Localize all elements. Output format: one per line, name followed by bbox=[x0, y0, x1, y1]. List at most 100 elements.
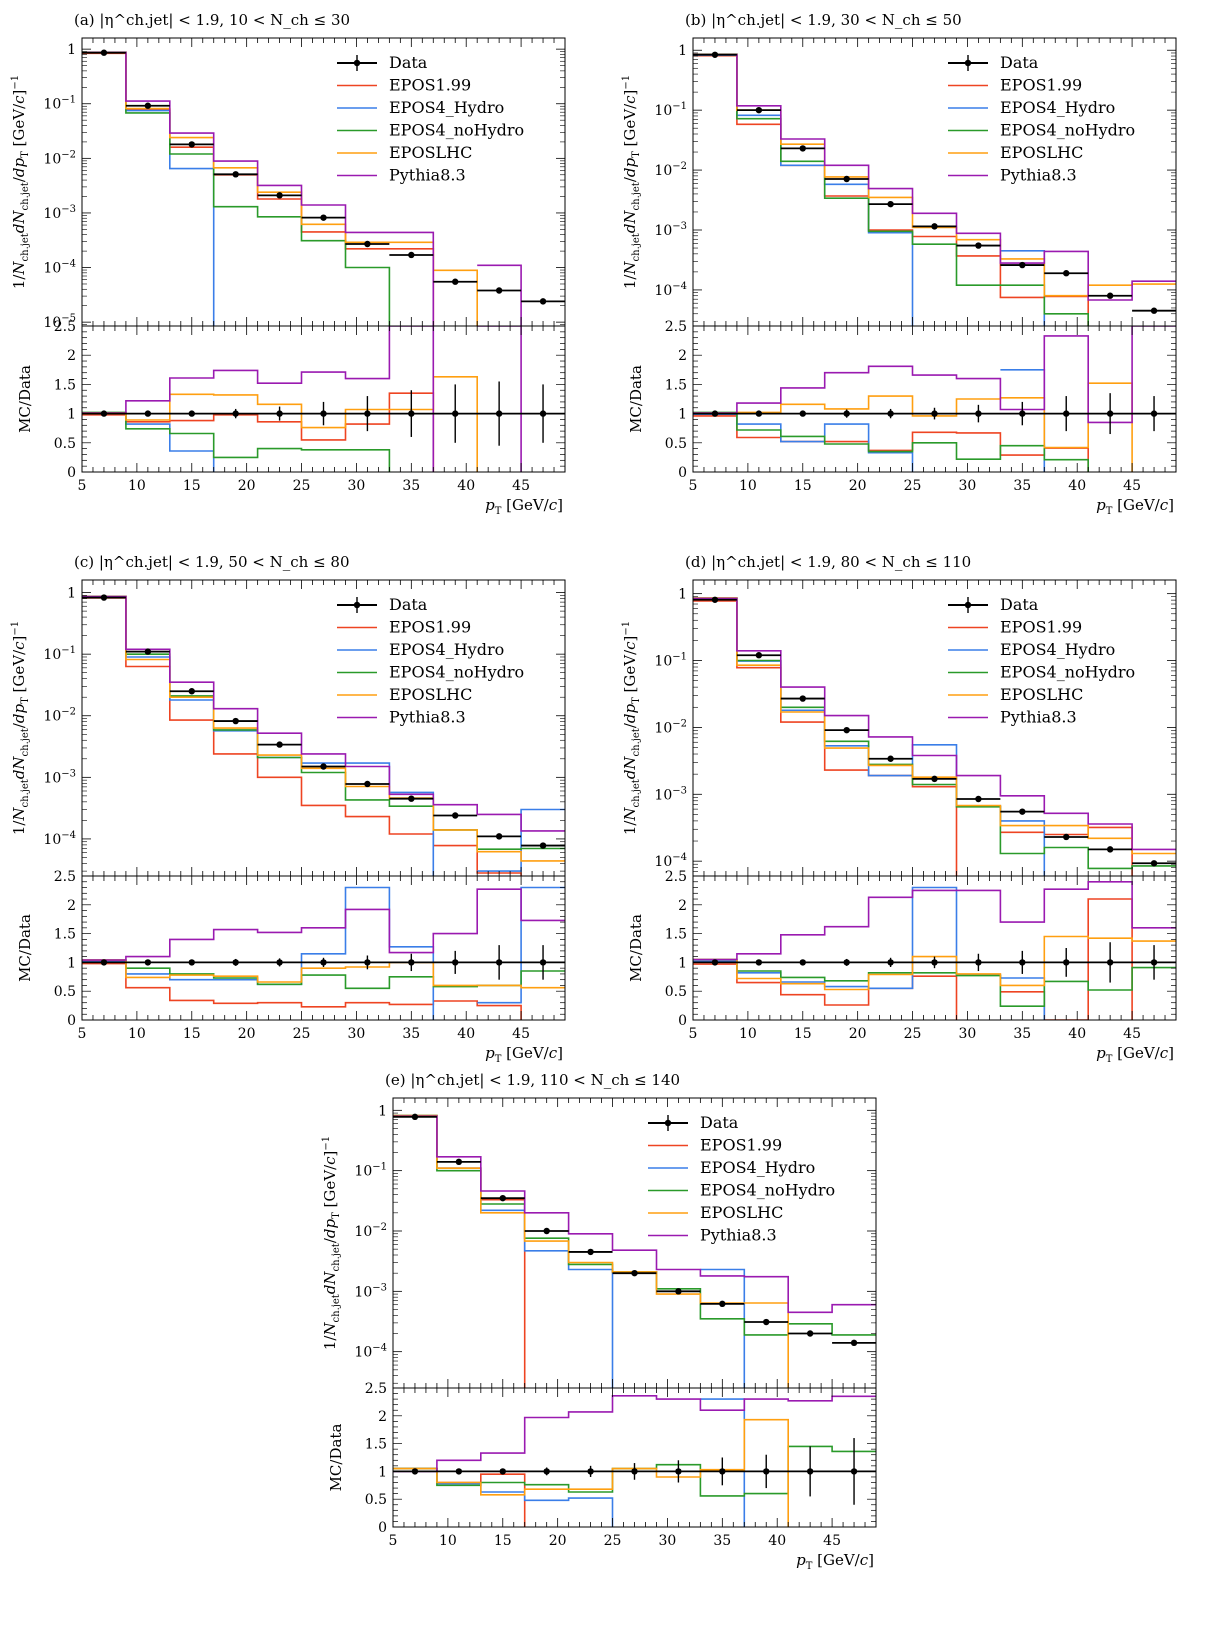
top-histograms bbox=[693, 596, 1176, 876]
ratio-tick-label: 2 bbox=[67, 348, 76, 364]
x-tick-label: 20 bbox=[849, 478, 867, 494]
legend-label: Pythia8.3 bbox=[389, 166, 466, 185]
legend-label: EPOSLHC bbox=[700, 1203, 783, 1222]
legend-label: EPOSLHC bbox=[389, 143, 472, 162]
ratio-axis-label: MC/Data bbox=[16, 365, 34, 433]
data-ratio-point bbox=[975, 959, 982, 966]
data-ratio-point bbox=[495, 959, 503, 966]
data-point bbox=[887, 755, 894, 762]
legend-item-epos1-99: EPOS1.99 bbox=[337, 76, 471, 95]
panel-title: (a) |η^ch.jet| < 1.9, 10 < N_ch ≤ 30 bbox=[74, 11, 350, 29]
ratio-epos4-hydro bbox=[693, 369, 1046, 472]
legend-label: Pythia8.3 bbox=[1000, 166, 1077, 185]
y-tick-label: 1 bbox=[678, 43, 687, 59]
data-point bbox=[455, 1158, 463, 1166]
hist-eposlhc bbox=[693, 53, 1176, 297]
data-point bbox=[843, 726, 850, 734]
data-point bbox=[799, 695, 806, 702]
legend: Data EPOS1.99 EPOS4_Hydro EPOS4_noHydro EPOS… bbox=[337, 595, 524, 727]
data-point bbox=[931, 223, 938, 230]
data-point bbox=[799, 145, 806, 152]
legend-label: EPOSLHC bbox=[389, 685, 472, 704]
ratio-epos4-hydro bbox=[82, 886, 565, 1020]
y-tick-label: 10−2 bbox=[654, 161, 687, 179]
hist-pythia8-3 bbox=[693, 597, 1176, 851]
data-ratio-point bbox=[843, 410, 850, 417]
x-tick-label: 40 bbox=[1068, 478, 1086, 494]
ratio-tick-label: 0 bbox=[678, 1013, 687, 1029]
data-point bbox=[539, 842, 547, 849]
legend-label: Pythia8.3 bbox=[389, 708, 466, 727]
legend-item-eposlhc: EPOSLHC bbox=[948, 143, 1083, 162]
hist-pythia8-3 bbox=[82, 51, 522, 326]
panel-title: (b) |η^ch.jet| < 1.9, 30 < N_ch ≤ 50 bbox=[685, 11, 962, 29]
legend-label: Pythia8.3 bbox=[700, 1226, 777, 1245]
ratio-tick-label: 0.5 bbox=[54, 984, 76, 1000]
legend-item-epos4-hydro: EPOS4_Hydro bbox=[337, 98, 504, 117]
x-tick-label: 45 bbox=[512, 478, 530, 494]
data-point bbox=[232, 171, 239, 178]
data-point bbox=[1150, 860, 1158, 867]
legend-item-epos4-nohydro: EPOS4_noHydro bbox=[948, 663, 1135, 682]
legend-label: EPOS1.99 bbox=[1000, 76, 1082, 95]
ratio-epos4-nohydro bbox=[82, 411, 391, 472]
y-tick-label: 10−1 bbox=[654, 652, 687, 670]
data-ratio-point bbox=[232, 410, 239, 417]
data-point bbox=[1063, 270, 1070, 277]
y-tick-label: 1 bbox=[378, 1103, 387, 1119]
x-tick-label: 20 bbox=[238, 1026, 256, 1042]
data-ratio-point bbox=[499, 1468, 506, 1475]
data-point bbox=[144, 648, 152, 655]
y-axis-label: 1/Nch.jetdNch.jet/dpT [GeV/c]−1 bbox=[621, 75, 642, 289]
data-point bbox=[452, 278, 459, 285]
panel-title: (d) |η^ch.jet| < 1.9, 80 < N_ch ≤ 110 bbox=[685, 553, 971, 571]
top-frame bbox=[81, 579, 566, 877]
data-ratio-point bbox=[763, 1468, 770, 1475]
legend-label: EPOS4_Hydro bbox=[1000, 640, 1115, 659]
data-point bbox=[408, 251, 415, 259]
legend-label: EPOS4_noHydro bbox=[1000, 121, 1135, 140]
legend-item-epos4-nohydro: EPOS4_noHydro bbox=[337, 663, 524, 682]
x-tick-label: 15 bbox=[494, 1533, 512, 1549]
data-ratio-point bbox=[455, 1468, 463, 1475]
data-ratio-point bbox=[887, 410, 894, 417]
data-ratio-point bbox=[276, 410, 283, 417]
ratio-pythia8-3 bbox=[82, 326, 522, 472]
ratio-pythia8-3 bbox=[693, 881, 1176, 961]
data-ratio-point bbox=[188, 410, 195, 417]
y-tick-label: 10−5 bbox=[43, 313, 76, 331]
top-histograms bbox=[393, 1113, 876, 1388]
y-tick-label: 10−2 bbox=[654, 718, 687, 736]
hist-epos1-99 bbox=[693, 54, 1089, 326]
data-ratio-point bbox=[587, 1468, 594, 1475]
ratio-eposlhc bbox=[693, 382, 1133, 472]
data-point bbox=[144, 102, 152, 109]
data-ratio-point bbox=[1150, 959, 1158, 966]
hist-eposlhc bbox=[82, 595, 565, 862]
ratio-epos1-99 bbox=[393, 1467, 526, 1527]
data-point bbox=[763, 1318, 770, 1326]
data-point bbox=[276, 192, 283, 199]
data-ratio-point bbox=[675, 1468, 682, 1475]
legend-label: EPOS4_noHydro bbox=[389, 121, 524, 140]
data-point bbox=[1063, 833, 1070, 841]
data-point bbox=[320, 214, 327, 221]
legend-label: EPOS4_Hydro bbox=[1000, 98, 1115, 117]
x-tick-label: 40 bbox=[768, 1533, 786, 1549]
data-point bbox=[364, 240, 371, 248]
y-axis-label: 1/Nch.jetdNch.jet/dpT [GeV/c]−1 bbox=[10, 75, 31, 289]
y-tick-label: 10−2 bbox=[354, 1222, 387, 1240]
data-ratio-point bbox=[452, 959, 459, 966]
legend-item-epos1-99: EPOS1.99 bbox=[648, 1136, 782, 1155]
ratio-epos1-99 bbox=[82, 392, 435, 472]
data-ratio-point bbox=[320, 410, 327, 417]
data-point bbox=[850, 1339, 858, 1347]
x-tick-label: 25 bbox=[904, 1026, 922, 1042]
legend-label: EPOS4_noHydro bbox=[1000, 663, 1135, 682]
data-point bbox=[711, 596, 719, 603]
ratio-tick-label: 2 bbox=[678, 348, 687, 364]
x-tick-label: 35 bbox=[713, 1533, 731, 1549]
ratio-tick-label: 1.5 bbox=[54, 377, 76, 393]
y-axis-label: 1/Nch.jetdNch.jet/dpT [GeV/c]−1 bbox=[621, 621, 642, 835]
